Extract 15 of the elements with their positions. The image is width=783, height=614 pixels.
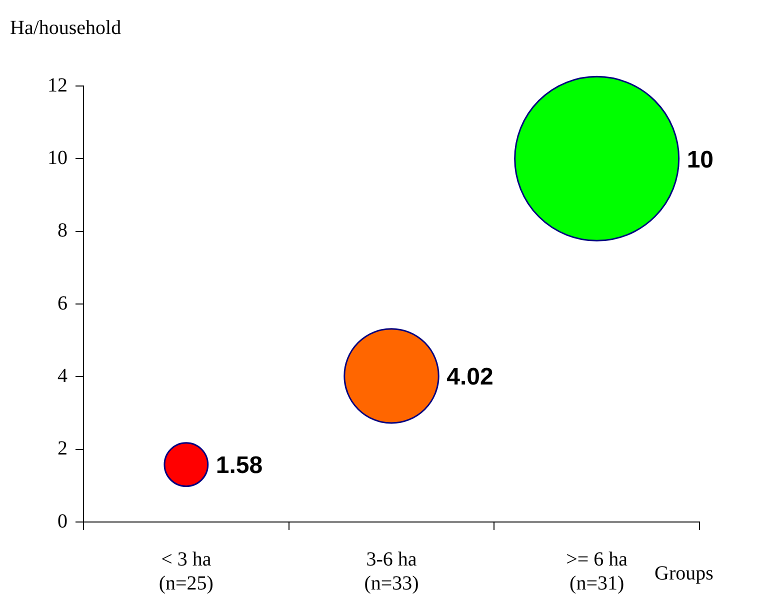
y-axis-title: Ha/household xyxy=(10,17,122,39)
x-tick-label: < 3 ha (n=25) xyxy=(158,548,214,594)
y-tick-label: 0 xyxy=(58,510,68,532)
x-tick-label: >= 6 ha (n=31) xyxy=(566,548,628,594)
x-axis-title: Groups xyxy=(654,562,714,584)
data-label: 1.58 xyxy=(216,452,263,480)
data-label: 4.02 xyxy=(446,364,494,391)
y-tick-label: 8 xyxy=(58,220,68,242)
y-tick-label: 4 xyxy=(58,364,68,387)
y-tick-label: 6 xyxy=(58,292,68,314)
y-tick-label: 12 xyxy=(48,74,68,96)
y-tick-label: 2 xyxy=(58,438,68,460)
data-label: 10 xyxy=(686,146,714,174)
x-tick-label: 3-6 ha (n=33) xyxy=(364,548,419,594)
y-tick-label: 10 xyxy=(48,146,68,169)
